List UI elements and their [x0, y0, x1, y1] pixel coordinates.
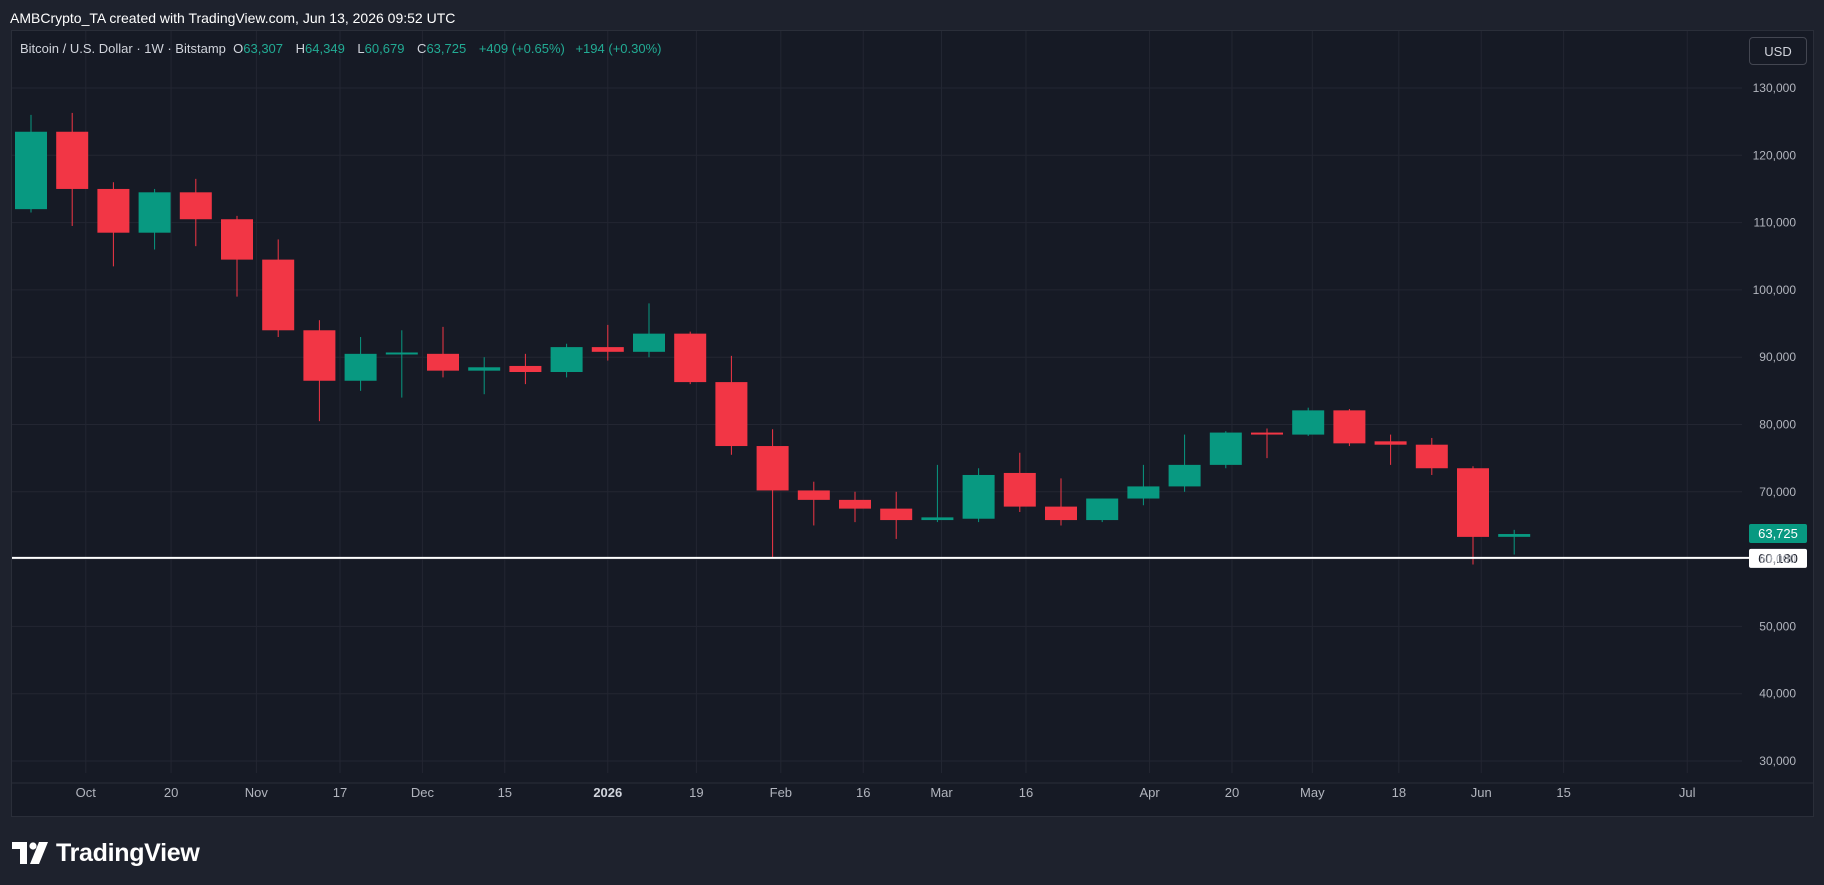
- open-label: O: [233, 41, 244, 56]
- x-tick-label: 16: [856, 785, 870, 800]
- horizontal-price-line[interactable]: 60,180: [12, 548, 1807, 568]
- change-value-secondary: +194 (+0.30%): [575, 41, 662, 56]
- candle-body: [1415, 444, 1448, 469]
- x-tick-label: 15: [1556, 785, 1570, 800]
- last-price-label: 63,725: [1758, 526, 1798, 541]
- currency-button[interactable]: USD: [1749, 37, 1807, 65]
- candle-body: [179, 192, 212, 220]
- candle-body: [1333, 410, 1366, 444]
- symbol-legend: Bitcoin / U.S. Dollar · 1W · Bitstamp O6…: [20, 41, 668, 56]
- high-value: 64,349: [305, 41, 345, 56]
- candle-body: [1209, 432, 1242, 465]
- candle-body: [1086, 498, 1119, 521]
- candle-body: [962, 474, 995, 519]
- candle-body: [56, 131, 89, 189]
- x-tick-label: May: [1300, 785, 1325, 800]
- open-value: 63,307: [243, 41, 284, 56]
- low-label: L: [357, 41, 365, 56]
- x-tick-label: Feb: [770, 785, 792, 800]
- x-tick-label: 16: [1019, 785, 1033, 800]
- candle-body: [756, 446, 789, 491]
- y-tick-label: 130,000: [1753, 81, 1797, 95]
- low-value: 60,679: [364, 41, 405, 56]
- y-tick-label: 100,000: [1753, 283, 1797, 297]
- x-tick-label: 19: [689, 785, 703, 800]
- candle-body: [921, 517, 954, 521]
- candle-body: [385, 352, 418, 355]
- candle-body: [468, 367, 501, 371]
- y-tick-label: 110,000: [1754, 216, 1797, 230]
- high-label: H: [295, 41, 306, 56]
- y-tick-label: 60,000: [1759, 552, 1796, 566]
- x-tick-label: Apr: [1139, 785, 1160, 800]
- candles: [15, 112, 1531, 565]
- y-tick-label: 80,000: [1759, 418, 1796, 432]
- x-tick-label: 15: [498, 785, 512, 800]
- y-tick-label: 120,000: [1753, 148, 1797, 162]
- symbol-title[interactable]: Bitcoin / U.S. Dollar · 1W · Bitstamp: [20, 41, 226, 56]
- y-tick-label: 70,000: [1759, 485, 1796, 499]
- x-tick-label: 2026: [593, 785, 622, 800]
- y-tick-label: 50,000: [1759, 619, 1796, 633]
- candle-body: [715, 382, 748, 447]
- x-tick-label: 18: [1392, 785, 1406, 800]
- x-tick-label: 20: [1225, 785, 1239, 800]
- last-price-tag: [1749, 524, 1807, 544]
- x-tick-label: Jun: [1471, 785, 1492, 800]
- candlestick-chart[interactable]: 60,180 30,000 40,000 50,000 60,000 70,000 80,…: [12, 31, 1813, 816]
- x-tick-label: 20: [164, 785, 178, 800]
- chart-attribution: AMBCrypto_TA created with TradingView.co…: [10, 10, 456, 26]
- candle-body: [591, 347, 624, 352]
- candle-body: [303, 330, 336, 381]
- x-tick-label: Oct: [76, 785, 97, 800]
- y-tick-label: 90,000: [1759, 350, 1796, 364]
- x-tick-label: 17: [333, 785, 347, 800]
- x-tick-label: Nov: [245, 785, 269, 800]
- candle-body: [880, 508, 913, 521]
- axes: 30,000 40,000 50,000 60,000 70,000 80,000 90,0…: [12, 81, 1813, 800]
- candle-body: [1045, 506, 1077, 521]
- candle-body: [633, 333, 665, 352]
- candle-body: [1127, 486, 1160, 499]
- close-value: 63,725: [426, 41, 467, 56]
- candle-body: [15, 131, 47, 210]
- candle-body: [1251, 432, 1283, 435]
- candle-body: [1498, 534, 1531, 537]
- x-tick-label: Jul: [1679, 785, 1696, 800]
- candle-body: [1168, 464, 1201, 487]
- candle-body: [262, 259, 295, 331]
- candle-body: [344, 353, 377, 381]
- y-tick-label: 30,000: [1759, 754, 1796, 768]
- candle-body: [221, 219, 253, 260]
- change-value: +409 (+0.65%): [478, 41, 565, 56]
- y-tick-label: 40,000: [1759, 687, 1796, 701]
- candle-body: [97, 188, 130, 233]
- candle-body: [1457, 468, 1489, 537]
- chart-panel[interactable]: 60,180 30,000 40,000 50,000 60,000 70,000 80,…: [11, 30, 1814, 817]
- candle-body: [797, 490, 830, 500]
- grid-lines: [12, 31, 1742, 773]
- tradingview-wordmark: TradingView: [56, 838, 200, 867]
- close-label: C: [417, 41, 427, 56]
- candle-body: [1292, 410, 1325, 435]
- price-line-label: 60,180: [1758, 551, 1798, 566]
- candle-body: [550, 347, 583, 373]
- candle-body: [427, 353, 459, 371]
- tradingview-logo: TradingView: [12, 838, 200, 868]
- candle-body: [1003, 472, 1036, 507]
- x-tick-label: Mar: [930, 785, 953, 800]
- candle-body: [138, 192, 171, 233]
- candle-body: [674, 333, 707, 383]
- candle-body: [1374, 441, 1407, 445]
- price-line-label-bg: [1749, 548, 1807, 568]
- candle-body: [839, 499, 871, 509]
- tradingview-logo-icon: [12, 842, 48, 864]
- candle-body: [509, 365, 542, 373]
- x-tick-label: Dec: [411, 785, 435, 800]
